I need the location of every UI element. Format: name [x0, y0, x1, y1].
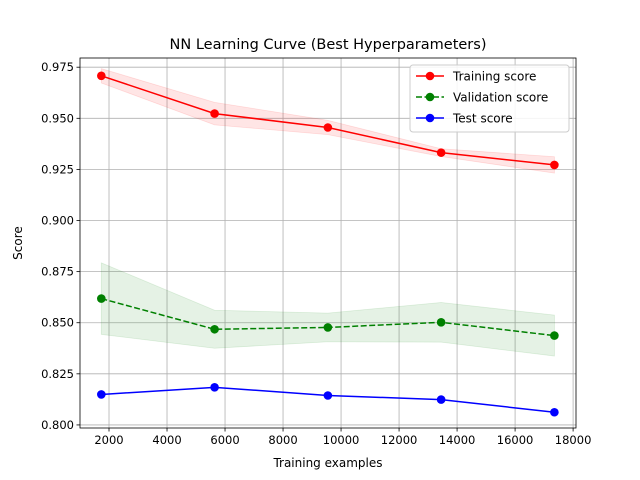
test-score-point [97, 390, 106, 399]
legend-test-score-marker [425, 113, 435, 123]
x-tick-label: 10000 [323, 433, 360, 447]
x-tick-label: 4000 [152, 433, 181, 447]
y-tick-label: 0.850 [41, 316, 74, 330]
x-tick-label: 8000 [268, 433, 297, 447]
x-tick-label: 18000 [555, 433, 592, 447]
x-tick-label: 16000 [497, 433, 534, 447]
training-score-point [97, 71, 106, 81]
y-tick-label: 0.800 [41, 418, 74, 432]
test-score-point [436, 395, 446, 404]
test-score-point [323, 391, 333, 400]
axis-ticks: 2000 4000 6000 8000 10000 12000 14000 16000 1800… [41, 60, 591, 447]
y-tick-label: 0.825 [41, 367, 74, 381]
legend-test-score-label: Test score [452, 112, 513, 126]
legend: Training score Validation score Test score [409, 64, 570, 133]
series-markers [97, 71, 559, 417]
legend-training-score-label: Training score [452, 70, 536, 84]
x-tick-label: 2000 [94, 433, 123, 447]
validation-score-point [323, 323, 333, 332]
validation-score-point [550, 331, 559, 340]
legend-validation-score-marker [425, 92, 435, 102]
x-axis-label: Training examples [272, 456, 382, 470]
legend-training-score-marker [425, 71, 435, 81]
chart-title: NN Learning Curve (Best Hyperparameters) [170, 37, 487, 53]
validation-score-point [210, 324, 219, 334]
plot-frame [79, 57, 577, 429]
legend-validation-score-label: Validation score [453, 91, 548, 105]
validation-score-point [97, 294, 106, 303]
test-score-point [210, 383, 219, 392]
validation-score-point [436, 318, 446, 327]
y-axis-label: Score [11, 226, 25, 260]
training-score-point [210, 109, 219, 118]
y-tick-label: 0.900 [41, 214, 74, 228]
x-tick-label: 14000 [439, 433, 476, 447]
y-tick-label: 0.925 [41, 162, 74, 176]
x-tick-label: 6000 [210, 433, 239, 447]
test-score-point [550, 407, 559, 417]
x-tick-label: 12000 [381, 433, 418, 447]
training-score-band [100, 68, 555, 174]
y-tick-label: 0.950 [41, 111, 74, 125]
legend-box [409, 64, 570, 133]
training-score-point [550, 160, 559, 170]
y-tick-label: 0.975 [41, 60, 74, 74]
training-score-point [323, 123, 333, 132]
y-tick-label: 0.875 [41, 265, 74, 279]
training-score-point [436, 148, 446, 157]
